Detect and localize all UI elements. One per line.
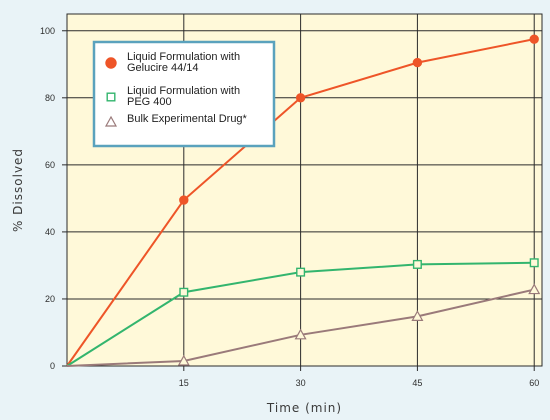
y-tick-label: 100: [40, 26, 55, 36]
data-point-1-1: [179, 195, 189, 205]
x-tick-label: 45: [412, 378, 422, 388]
legend-marker-1: [105, 57, 117, 69]
legend-box: [92, 40, 276, 148]
x-tick-label: 60: [529, 378, 539, 388]
data-point-3-2: [294, 328, 307, 340]
y-axis-title: % Dissolved: [11, 148, 25, 232]
legend-marker-3: [104, 115, 118, 127]
data-point-1-2: [295, 93, 306, 103]
y-tick-label: 80: [45, 93, 55, 103]
legend-label-2: PEG 400: [127, 96, 172, 108]
data-point-3-1: [177, 354, 190, 366]
data-point-2-1: [179, 287, 189, 297]
y-tick-label: 40: [45, 227, 55, 237]
series: [66, 34, 541, 367]
x-tick-label: 30: [296, 378, 306, 388]
plot-border: [66, 13, 543, 367]
data-point-3-3: [411, 310, 424, 321]
legend-label-2: Liquid Formulation with: [127, 85, 240, 97]
y-tick-label: 0: [50, 361, 55, 371]
axes: 0 20 40 60 80 100 15 30 45 60: [40, 26, 539, 388]
data-point-2-4: [529, 258, 539, 268]
legend-marker-2: [106, 92, 116, 102]
data-point-1-3: [412, 57, 423, 68]
data-point-1-4: [529, 34, 539, 44]
x-tick-label: 15: [179, 378, 189, 388]
legend-label-3: Bulk Experimental Drug*: [127, 113, 248, 125]
data-point-3-4: [528, 283, 541, 295]
legend-label-1: Liquid Formulation with: [127, 51, 240, 63]
series-1: [66, 34, 539, 367]
y-tick-label: 20: [45, 294, 55, 304]
data-point-2-3: [412, 259, 422, 269]
y-tick-label: 60: [45, 160, 55, 170]
series-3: [66, 283, 541, 367]
data-point-2-2: [296, 267, 306, 277]
x-axis-title: Time (min): [266, 401, 342, 415]
legend-label-1: Gelucire 44/14: [127, 62, 199, 74]
series-2: [66, 258, 539, 367]
